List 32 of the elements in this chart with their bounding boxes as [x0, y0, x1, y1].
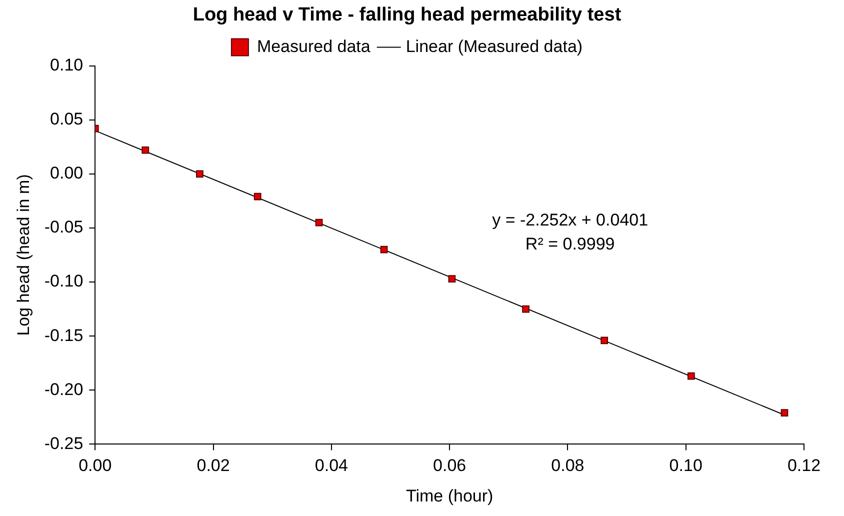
- y-tick-label: 0.10: [50, 55, 84, 74]
- x-axis-title: Time (hour): [406, 486, 494, 506]
- annotation: y = -2.252x + 0.0401: [492, 210, 648, 230]
- x-tick-label: 0.04: [314, 456, 348, 476]
- x-tick-label: 0.02: [196, 456, 230, 476]
- y-tick-label: -0.25: [44, 434, 84, 453]
- legend-label: Linear (Measured data): [406, 36, 583, 56]
- point: [522, 305, 530, 313]
- x-tick-label: 0.06: [433, 456, 466, 476]
- chart-title: Log head v Time - falling head permeability test: [192, 4, 622, 26]
- x-tick-label: 0.00: [78, 456, 112, 476]
- point: [142, 146, 150, 154]
- point: [196, 170, 204, 178]
- point: [687, 372, 695, 380]
- point: [780, 409, 788, 417]
- legend-label: Measured data: [256, 36, 371, 56]
- point: [448, 275, 456, 282]
- y-tick-label: -0.05: [44, 218, 84, 237]
- y-tick-label: 0.05: [50, 110, 84, 129]
- y-tick-label: 0.00: [50, 164, 84, 183]
- annotation: R² = 0.9999: [525, 234, 615, 254]
- x-tick-label: 0.12: [787, 456, 821, 476]
- x-tick-label: 0.08: [551, 456, 584, 476]
- y-tick-label: -0.10: [44, 272, 84, 291]
- point: [315, 218, 323, 226]
- point: [380, 246, 388, 254]
- y-tick-label: -0.20: [44, 380, 84, 399]
- y-tick-label: -0.15: [44, 326, 84, 345]
- point: [254, 192, 262, 200]
- point: [600, 336, 608, 344]
- y-axis-title: Log head (head in m): [14, 174, 33, 336]
- x-tick-label: 0.10: [669, 456, 702, 476]
